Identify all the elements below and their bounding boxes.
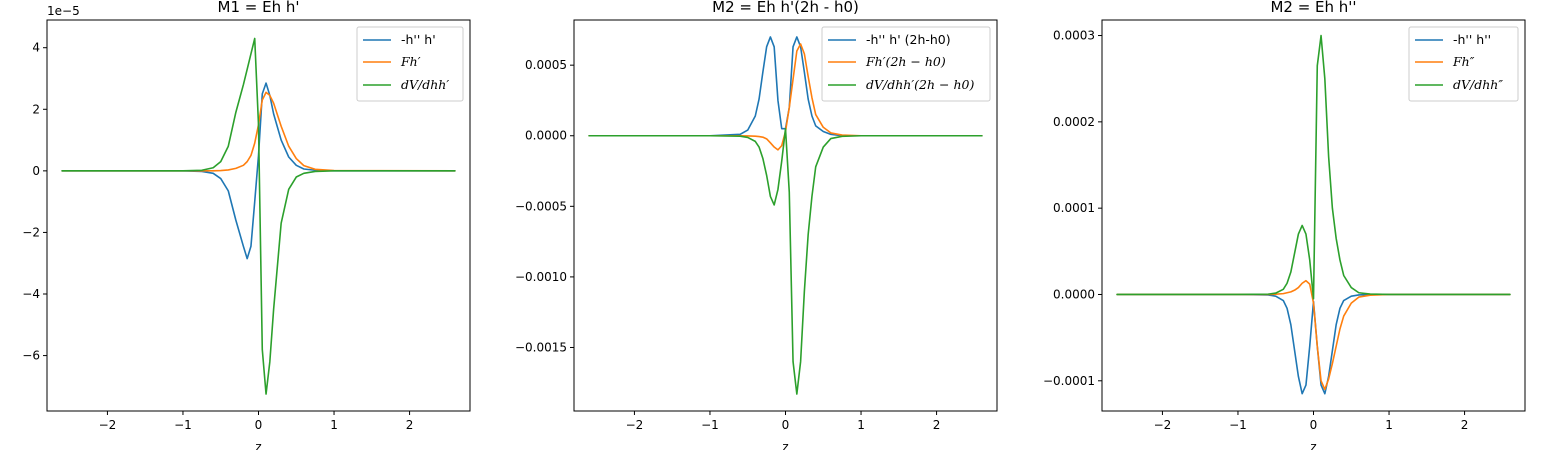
- x-tick-label: 2: [1461, 418, 1469, 432]
- legend-label: dV/dhh′: [401, 77, 449, 92]
- y-tick-label: 4: [32, 41, 40, 55]
- y-tick-label: 0.0002: [1053, 115, 1095, 129]
- series-line: [588, 43, 983, 151]
- panel-1: M1 = Eh h' 1e−5 z −2 −1 0 1 2 −6 −4 −2 0 2 4 -h''…: [22, 0, 471, 450]
- legend-entry: dV/dhh″: [1415, 77, 1503, 92]
- y-tick-label: 2: [32, 102, 40, 116]
- legend-label: -h'' h'': [1453, 32, 1491, 47]
- y-tick-label: 0: [32, 164, 40, 178]
- legend-label: dV/dhh″: [1453, 77, 1503, 92]
- legend: -h'' h' Fh′ dV/dhh′: [356, 26, 464, 102]
- x-tick-label: 1: [1385, 418, 1393, 432]
- legend-label: -h'' h': [401, 32, 436, 47]
- panel-2: M2 = Eh h'(2h - h0) z −2 −1 0 1 2 0.00050.00…: [515, 0, 998, 450]
- y-tick-label: −2: [22, 225, 40, 239]
- legend-label: Fh′: [400, 54, 421, 69]
- x-tick-label: 1: [330, 418, 338, 432]
- x-tick-label: 0: [1310, 418, 1318, 432]
- x-tick-label: −1: [174, 418, 192, 432]
- x-tick-label: −1: [1229, 418, 1247, 432]
- y-tick-label: 0.0001: [1053, 201, 1095, 215]
- x-ticks: −2 −1 0 1 2: [99, 411, 414, 432]
- y-tick-label: −0.0015: [515, 340, 567, 354]
- y-tick-label: −0.0005: [515, 199, 567, 213]
- y-tick-label: −0.0010: [515, 270, 567, 284]
- x-axis-label: z: [255, 440, 261, 450]
- legend-label: dV/dhh′(2h − h0): [866, 77, 974, 92]
- series-line: [61, 37, 456, 395]
- y-tick-label: 0.0000: [1053, 287, 1095, 301]
- legend-entry: Fh′(2h − h0): [828, 54, 946, 69]
- legend-entry: Fh′: [363, 54, 421, 69]
- chart-title: M2 = Eh h'(2h - h0): [712, 0, 859, 16]
- offset-text: 1e−5: [47, 4, 80, 18]
- x-ticks: −2 −1 0 1 2: [626, 411, 941, 432]
- y-tick-label: 0.0000: [525, 129, 567, 143]
- x-tick-label: 1: [857, 418, 865, 432]
- x-tick-label: 2: [933, 418, 941, 432]
- legend-label: Fh′(2h − h0): [865, 54, 946, 69]
- x-tick-label: −1: [701, 418, 719, 432]
- series-lines: [61, 37, 456, 395]
- y-ticks: 0.0005 0.0000 −0.0005 −0.0010 −0.0015: [515, 58, 574, 354]
- x-axis-label: z: [782, 440, 788, 450]
- y-tick-label: −6: [22, 349, 40, 363]
- legend-entry: -h'' h'': [1415, 32, 1491, 47]
- series-lines: [588, 36, 983, 395]
- legend-entry: dV/dhh′: [363, 77, 449, 92]
- x-axis-label: z: [1310, 440, 1316, 450]
- legend: -h'' h'' Fh″ dV/dhh″: [1408, 26, 1519, 102]
- y-ticks: −6 −4 −2 0 2 4: [22, 41, 47, 363]
- x-tick-label: −2: [626, 418, 644, 432]
- y-ticks: 0.0003 0.0002 0.0001 0.0000 −0.0001: [1043, 29, 1102, 388]
- series-line: [1116, 34, 1511, 300]
- legend-entry: Fh″: [1415, 54, 1475, 69]
- x-tick-label: −2: [1154, 418, 1172, 432]
- legend-label: Fh″: [1452, 54, 1475, 69]
- legend-entry: dV/dhh′(2h − h0): [828, 77, 974, 92]
- series-line: [588, 127, 983, 395]
- legend-entry: -h'' h' (2h-h0): [828, 32, 951, 47]
- x-tick-label: 2: [406, 418, 414, 432]
- legend-entry: -h'' h': [363, 32, 436, 47]
- y-tick-label: 0.0003: [1053, 29, 1095, 43]
- series-line: [1116, 279, 1511, 391]
- legend-box: [1408, 26, 1519, 102]
- legend: -h'' h' (2h-h0) Fh′(2h − h0) dV/dhh′(2h …: [821, 26, 991, 102]
- legend-label: -h'' h' (2h-h0): [866, 32, 951, 47]
- y-tick-label: −0.0001: [1043, 374, 1095, 388]
- chart-title: M1 = Eh h': [218, 0, 300, 16]
- x-tick-label: 0: [255, 418, 263, 432]
- chart-title: M2 = Eh h'': [1270, 0, 1356, 16]
- x-tick-label: 0: [782, 418, 790, 432]
- legend-box: [821, 26, 991, 102]
- panel-3: M2 = Eh h'' z −2 −1 0 1 2 0.0003 0.0002 0.0001…: [1043, 0, 1526, 450]
- y-tick-label: 0.0005: [525, 58, 567, 72]
- x-ticks: −2 −1 0 1 2: [1154, 411, 1469, 432]
- series-lines: [1116, 34, 1511, 395]
- legend-box: [356, 26, 464, 102]
- y-tick-label: −4: [22, 287, 40, 301]
- x-tick-label: −2: [99, 418, 117, 432]
